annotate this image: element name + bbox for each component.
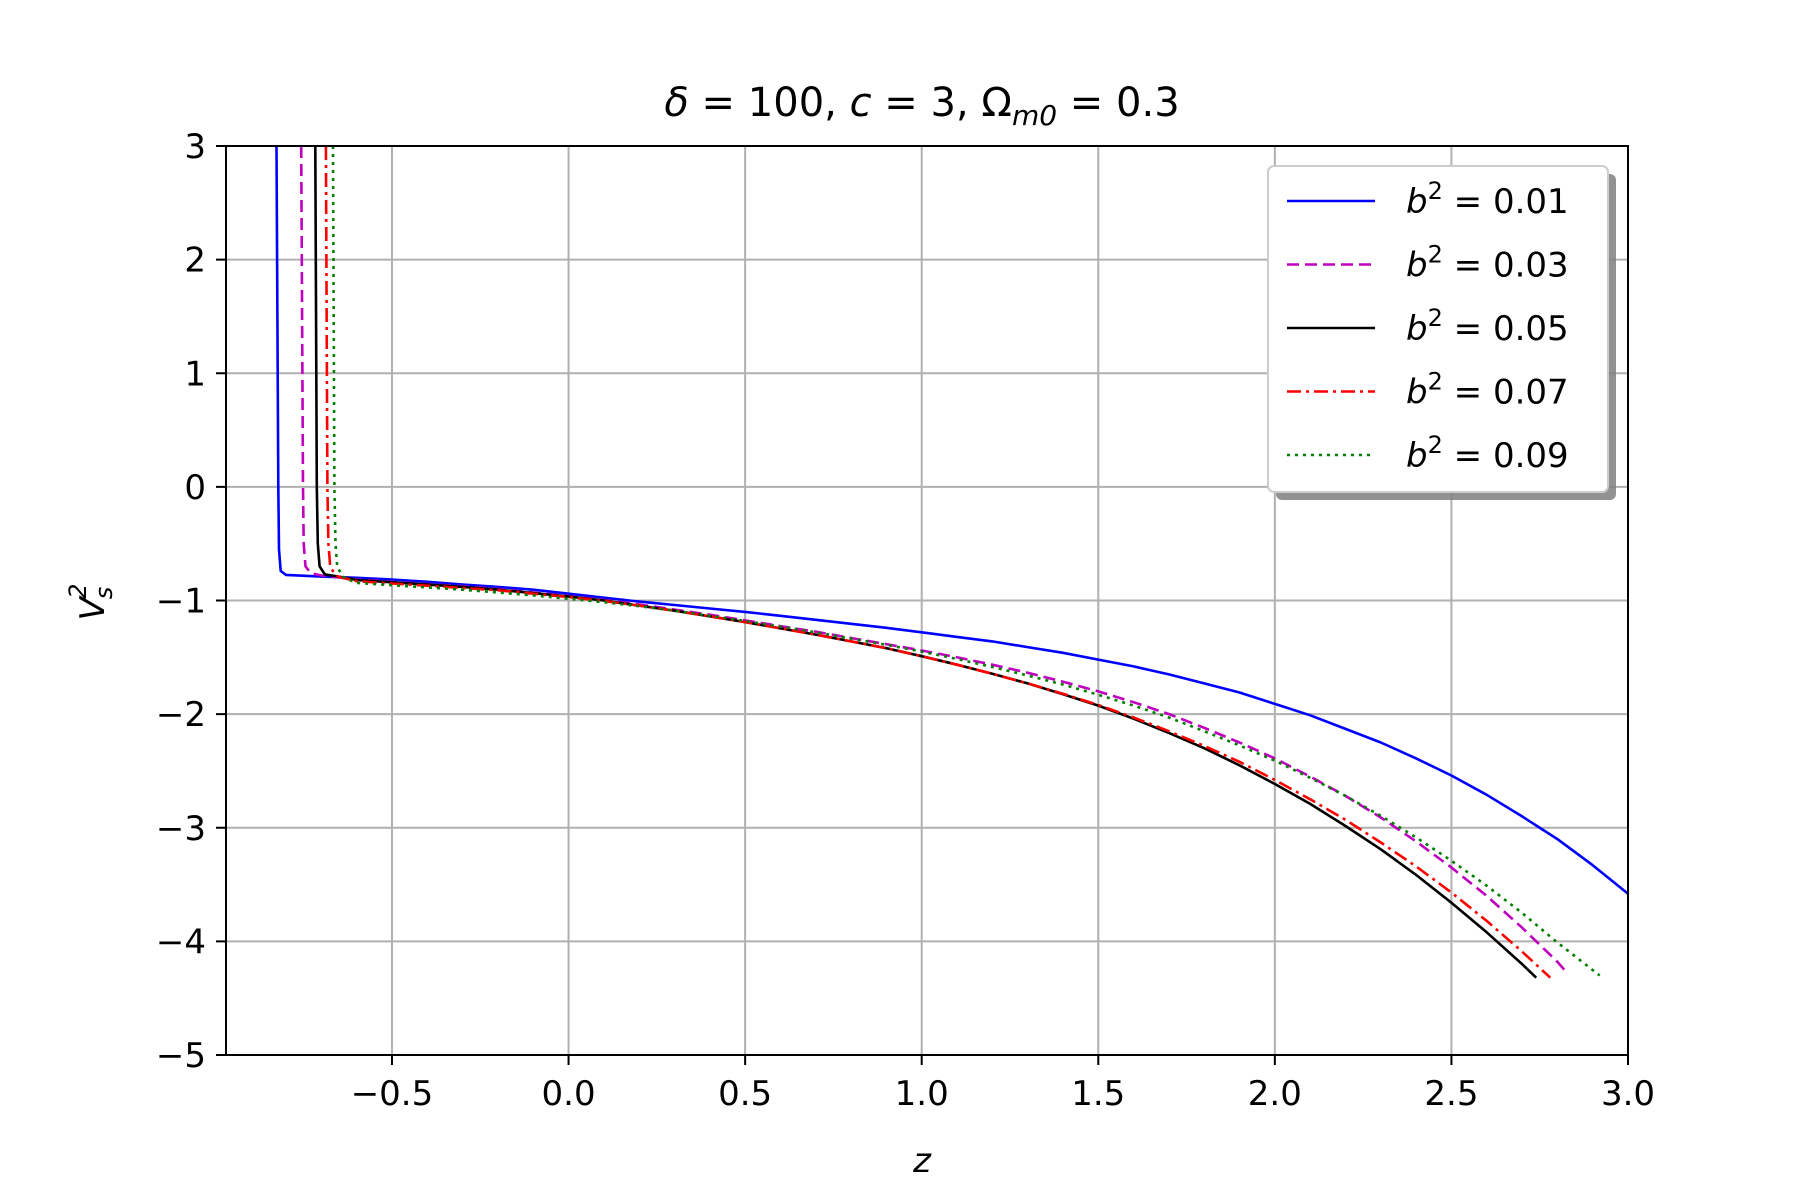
title-omega-symbol: Ω: [981, 80, 1012, 126]
y-tick-label: −3: [156, 809, 206, 849]
title-c-value: = 3,: [872, 80, 982, 126]
x-axis-label: z: [912, 1141, 932, 1181]
legend-superscript: 2: [1428, 177, 1443, 205]
x-tick-label: 2.0: [1248, 1074, 1302, 1114]
legend-symbol: b: [1406, 373, 1428, 413]
legend-superscript: 2: [1428, 241, 1443, 269]
y-axis-label-superscript: 2: [64, 583, 92, 598]
y-tick-label: 1: [184, 354, 206, 394]
title-delta-value: = 100,: [689, 80, 850, 126]
legend-value: = 0.09: [1443, 436, 1569, 476]
legend-label-1: b2 = 0.01: [1406, 177, 1569, 222]
series-line-5: [331, 146, 1601, 977]
legend-value: = 0.01: [1443, 182, 1569, 222]
legend-label-2: b2 = 0.03: [1406, 241, 1569, 286]
x-tick-label: 1.0: [895, 1074, 949, 1114]
title-delta-symbol: δ: [664, 80, 688, 126]
y-axis-ticks: −5 −4 −3 −2 −1 0 1 2 3: [156, 127, 226, 1076]
legend-superscript: 2: [1428, 368, 1443, 396]
x-tick-label: 1.5: [1071, 1074, 1125, 1114]
y-tick-label: 2: [184, 241, 206, 281]
legend-symbol: b: [1406, 436, 1428, 476]
chart-title: δ = 100, c = 3, Ωm0 = 0.3: [664, 80, 1179, 132]
x-tick-label: 3.0: [1601, 1074, 1655, 1114]
legend-symbol: b: [1406, 309, 1428, 349]
y-tick-label: 3: [184, 127, 206, 167]
series-line-4: [324, 146, 1552, 979]
y-tick-label: −2: [156, 695, 206, 735]
x-tick-label: 0.5: [718, 1074, 772, 1114]
y-tick-label: −5: [156, 1036, 206, 1076]
legend-frame: [1267, 165, 1609, 493]
legend-label-5: b2 = 0.09: [1406, 431, 1569, 476]
y-tick-label: −1: [156, 582, 206, 622]
y-tick-label: −4: [156, 922, 206, 962]
title-omega-subscript: m0: [1012, 99, 1057, 132]
legend-value: = 0.03: [1443, 246, 1569, 286]
title-c-symbol: c: [850, 80, 872, 126]
legend-label-3: b2 = 0.05: [1406, 304, 1569, 349]
legend-value: = 0.05: [1443, 309, 1569, 349]
y-axis-label-base: V: [73, 595, 113, 621]
y-axis-label-subscript: s: [90, 587, 118, 600]
legend-superscript: 2: [1428, 431, 1443, 459]
y-tick-label: 0: [184, 468, 206, 508]
legend-symbol: b: [1406, 246, 1428, 286]
x-axis-ticks: −0.5 0.0 0.5 1.0 1.5 2.0 2.5 3.0: [351, 1055, 1655, 1114]
y-axis-label: Vs2: [64, 583, 118, 620]
title-omega-value: = 0.3: [1057, 80, 1180, 126]
x-tick-label: 0.0: [542, 1074, 596, 1114]
series-layer: [275, 146, 1628, 979]
legend-superscript: 2: [1428, 304, 1443, 332]
legend-label-4: b2 = 0.07: [1406, 368, 1569, 413]
x-tick-label: 2.5: [1424, 1074, 1478, 1114]
x-tick-label: −0.5: [351, 1074, 434, 1114]
legend-value: = 0.07: [1443, 373, 1569, 413]
legend-symbol: b: [1406, 182, 1428, 222]
series-line-1: [275, 146, 1628, 895]
